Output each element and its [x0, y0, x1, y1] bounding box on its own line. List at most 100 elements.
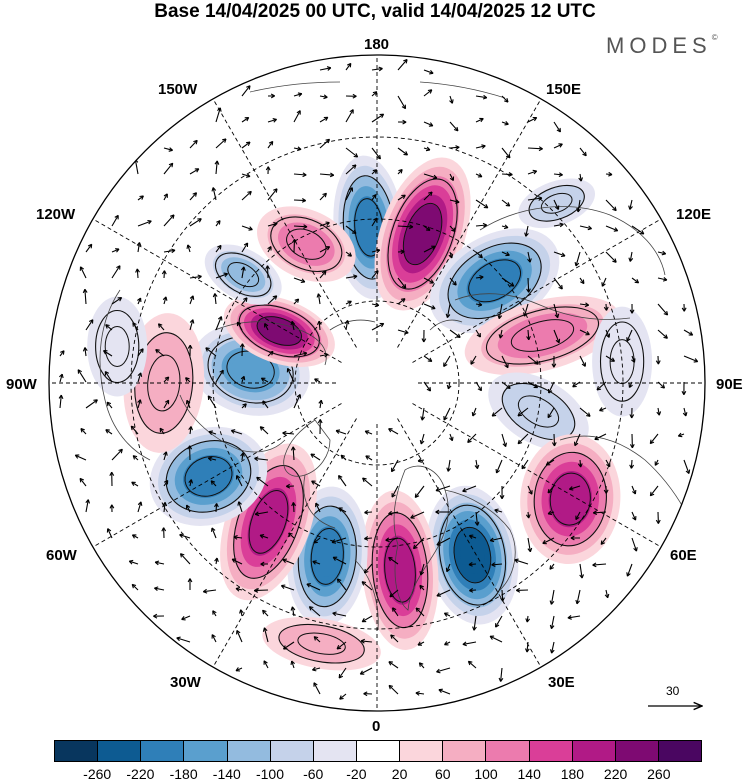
wind-arrow — [389, 589, 399, 598]
wind-arrow — [657, 250, 667, 256]
meridian-line — [212, 418, 357, 668]
streamline — [248, 490, 289, 554]
wind-arrow — [241, 141, 251, 149]
wind-arrow — [553, 329, 561, 344]
wind-arrow — [517, 407, 529, 417]
wind-arrow — [514, 558, 529, 565]
wind-arrow — [572, 381, 581, 388]
wind-arrow — [79, 266, 87, 279]
wind-arrow — [397, 298, 406, 305]
wind-arrow — [179, 553, 191, 565]
wind-arrow — [265, 166, 271, 175]
wind-arrow — [655, 511, 661, 524]
wind-arrow — [397, 95, 407, 110]
wind-arrow — [527, 251, 532, 263]
contour-band — [229, 263, 258, 286]
wind-arrow — [253, 588, 269, 593]
colorbar-tick-label: 60 — [435, 766, 451, 782]
longitude-label-90e: 90E — [716, 376, 743, 393]
colorbar-segment — [356, 741, 401, 761]
meridian-line — [92, 403, 342, 548]
wind-arrow — [388, 510, 399, 516]
wind-arrow — [371, 270, 379, 279]
streamline — [402, 202, 443, 266]
wind-arrow — [230, 429, 243, 435]
wind-arrow — [345, 187, 354, 201]
coastlines — [99, 81, 691, 631]
wind-arrow — [214, 557, 219, 565]
wind-arrow — [475, 222, 488, 228]
meridian-line — [412, 403, 662, 548]
wind-arrow — [472, 615, 477, 631]
wind-arrow — [553, 222, 564, 228]
wind-arrow — [212, 610, 217, 617]
wind-arrow — [443, 355, 451, 367]
wind-arrow — [163, 162, 174, 175]
wind-arrow — [344, 320, 350, 331]
wind-arrow — [235, 667, 243, 672]
wind-arrow — [419, 433, 425, 445]
brand-logo: MODES© — [606, 33, 718, 59]
wind-arrow — [629, 433, 635, 449]
wind-arrow — [526, 277, 531, 293]
wind-arrow — [524, 225, 529, 237]
longitude-label-30e: 30E — [548, 674, 575, 691]
meridian-line — [412, 218, 662, 363]
wind-arrow — [308, 606, 321, 617]
wind-arrow — [475, 173, 483, 178]
wind-arrow — [85, 243, 93, 253]
contour-band — [295, 632, 348, 656]
wind-arrow — [185, 377, 191, 383]
copyright-mark: © — [711, 33, 718, 42]
wind-arrow — [397, 224, 414, 230]
wind-arrow — [318, 399, 324, 409]
wind-arrow — [185, 504, 191, 513]
wind-arrow — [449, 329, 461, 338]
wind-arrow — [207, 395, 217, 409]
wind-arrow — [154, 560, 165, 566]
wind-arrow — [331, 537, 347, 544]
colorbar-tick-label: 220 — [603, 766, 628, 782]
anomaly-shading — [87, 155, 653, 671]
wind-arrow — [657, 276, 668, 282]
wind-arrow — [475, 251, 483, 259]
wind-arrow — [423, 303, 436, 310]
wind-arrow — [494, 508, 503, 514]
wind-arrow — [235, 586, 243, 592]
wind-arrow — [181, 615, 191, 621]
wind-arrow — [547, 381, 555, 394]
streamline — [453, 526, 492, 584]
wind-arrow — [207, 456, 217, 462]
wind-arrow — [397, 58, 408, 71]
wind-arrow — [85, 499, 91, 513]
longitude-label-120w: 120W — [36, 206, 76, 223]
wind-arrow — [527, 169, 538, 175]
longitude-label-60e: 60E — [670, 547, 697, 564]
anomaly-cell — [149, 426, 268, 526]
wind-arrow — [605, 251, 617, 263]
wind-arrow — [446, 459, 452, 472]
wind-arrow — [293, 224, 308, 229]
colorbar-tick-label: -100 — [255, 766, 285, 782]
wind-arrow — [443, 612, 451, 617]
wind-arrow — [449, 277, 457, 286]
wind-arrow — [628, 381, 633, 388]
wind-arrow — [267, 295, 278, 305]
contour-band — [514, 321, 571, 350]
wind-arrow — [293, 110, 301, 123]
wind-arrow — [282, 558, 295, 565]
wind-arrow — [239, 343, 245, 357]
wind-arrow — [599, 407, 607, 412]
wind-arrow — [397, 277, 407, 289]
wind-arrow — [448, 251, 454, 259]
wind-arrow — [592, 562, 607, 568]
wind-arrow — [553, 143, 563, 149]
wind-arrow — [415, 607, 425, 617]
wind-arrow — [267, 246, 272, 253]
wind-arrow — [163, 147, 173, 152]
wind-arrow — [264, 323, 269, 331]
wind-arrow — [290, 660, 295, 669]
wind-arrow — [189, 139, 198, 149]
wind-arrow — [475, 381, 482, 392]
anomaly-cell — [262, 616, 381, 671]
